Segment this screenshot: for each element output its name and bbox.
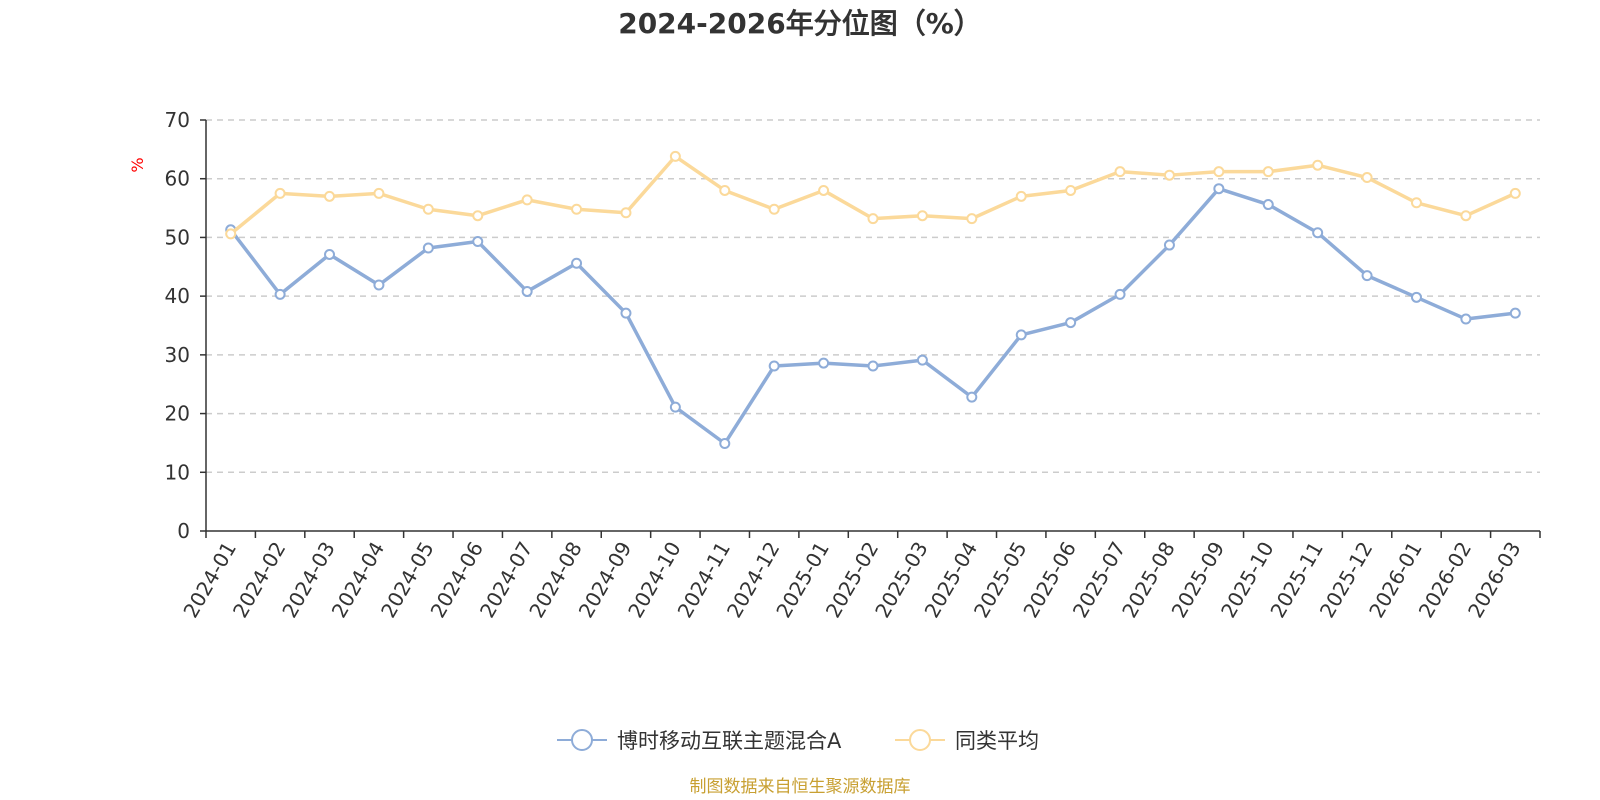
data-point	[1065, 184, 1077, 196]
y-tick-label: 10	[165, 460, 190, 484]
series-0	[225, 183, 1521, 450]
data-point	[768, 203, 780, 215]
legend-label: 同类平均	[955, 729, 1039, 753]
legend[interactable]: 博时移动互联主题混合A 同类平均	[557, 729, 1039, 753]
data-point	[1509, 187, 1521, 199]
data-point	[818, 357, 830, 369]
data-point	[768, 360, 780, 372]
data-point	[422, 242, 434, 254]
data-point	[916, 354, 928, 366]
data-point	[1460, 210, 1472, 222]
data-point	[916, 210, 928, 222]
series-1	[225, 150, 1521, 240]
data-point	[1213, 183, 1225, 195]
data-point	[1015, 190, 1027, 202]
source-note: 制图数据来自恒生聚源数据库	[690, 777, 911, 797]
data-point	[1312, 227, 1324, 239]
data-point	[472, 236, 484, 248]
data-point	[1213, 166, 1225, 178]
data-point	[1460, 313, 1472, 325]
data-point	[225, 228, 237, 240]
data-point	[966, 391, 978, 403]
y-tick-label: 0	[177, 519, 190, 543]
data-point	[719, 438, 731, 450]
y-tick-label: 30	[165, 343, 190, 367]
data-point	[1410, 197, 1422, 209]
data-point	[1015, 329, 1027, 341]
data-point	[1312, 159, 1324, 171]
data-point	[521, 285, 533, 297]
data-point	[422, 203, 434, 215]
data-point	[472, 210, 484, 222]
data-point	[1410, 291, 1422, 303]
data-point	[571, 257, 583, 269]
data-point	[669, 401, 681, 413]
y-tick-label: 60	[165, 167, 190, 191]
legend-marker-icon	[571, 729, 593, 751]
y-axis-unit: %	[128, 157, 147, 172]
y-tick-label: 70	[165, 108, 190, 132]
y-tick-label: 20	[165, 402, 190, 426]
legend-marker-icon	[909, 729, 931, 751]
data-point	[1262, 166, 1274, 178]
data-point	[571, 203, 583, 215]
data-point	[1361, 172, 1373, 184]
data-point	[1114, 166, 1126, 178]
x-axis-ticks: 2024-012024-022024-032024-042024-052024-…	[178, 531, 1541, 622]
data-point	[1509, 307, 1521, 319]
grid-lines	[206, 119, 1540, 474]
data-point	[521, 194, 533, 206]
legend-item-0[interactable]: 博时移动互联主题混合A	[557, 729, 842, 753]
legend-item-1[interactable]: 同类平均	[895, 729, 1039, 753]
data-point	[324, 190, 336, 202]
data-point	[1114, 288, 1126, 300]
data-point	[274, 187, 286, 199]
data-point	[1065, 317, 1077, 329]
y-tick-label: 40	[165, 284, 190, 308]
data-point	[867, 213, 879, 225]
data-point	[818, 184, 830, 196]
legend-label: 博时移动互联主题混合A	[617, 729, 842, 753]
data-point	[620, 307, 632, 319]
data-point	[1262, 199, 1274, 211]
data-point	[373, 279, 385, 291]
data-point	[1361, 270, 1373, 282]
data-point	[620, 207, 632, 219]
data-point	[1163, 169, 1175, 181]
data-point	[719, 184, 731, 196]
data-point	[669, 150, 681, 162]
series-line	[229, 186, 1516, 446]
data-point	[274, 288, 286, 300]
data-point	[1163, 239, 1175, 251]
data-point	[373, 187, 385, 199]
series-layer	[225, 150, 1521, 450]
chart-title: 2024-2026年分位图（%）	[618, 7, 982, 40]
axes	[205, 120, 1540, 532]
data-point	[867, 360, 879, 372]
data-point	[966, 213, 978, 225]
data-point	[324, 248, 336, 260]
y-tick-label: 50	[165, 225, 190, 249]
y-axis-ticks: 0 10 20 30 40 50 60 70	[165, 108, 206, 543]
